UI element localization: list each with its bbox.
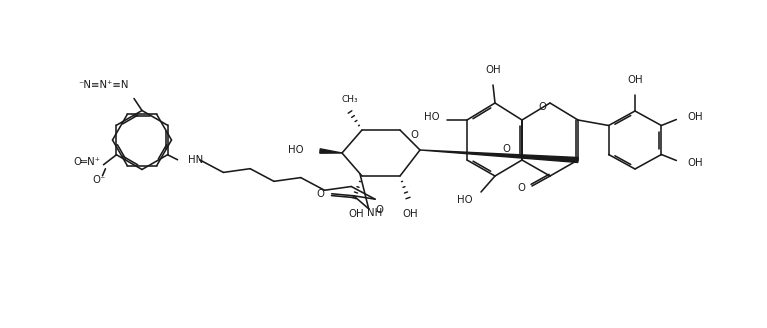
Text: OH: OH — [627, 75, 643, 85]
Polygon shape — [320, 149, 342, 153]
Text: O: O — [502, 144, 510, 154]
Text: O: O — [317, 189, 324, 199]
Text: OH: OH — [687, 157, 703, 168]
Text: O⁻: O⁻ — [93, 175, 106, 185]
Text: O═N⁺: O═N⁺ — [73, 157, 100, 167]
Text: HO: HO — [457, 195, 473, 205]
Text: NH: NH — [367, 208, 383, 218]
Text: HO: HO — [288, 145, 304, 155]
Text: OH: OH — [687, 113, 703, 122]
Text: O: O — [517, 183, 525, 193]
Text: HN: HN — [188, 155, 202, 165]
Text: O: O — [538, 101, 546, 112]
Polygon shape — [420, 150, 578, 162]
Text: ⁻N≡N⁺≡N: ⁻N≡N⁺≡N — [79, 79, 130, 90]
Text: HO: HO — [424, 112, 440, 122]
Text: O: O — [410, 130, 418, 140]
Text: OH: OH — [402, 209, 418, 219]
Text: OH: OH — [348, 209, 364, 219]
Text: CH₃: CH₃ — [341, 95, 358, 104]
Text: O: O — [376, 205, 384, 215]
Text: OH: OH — [486, 65, 501, 75]
